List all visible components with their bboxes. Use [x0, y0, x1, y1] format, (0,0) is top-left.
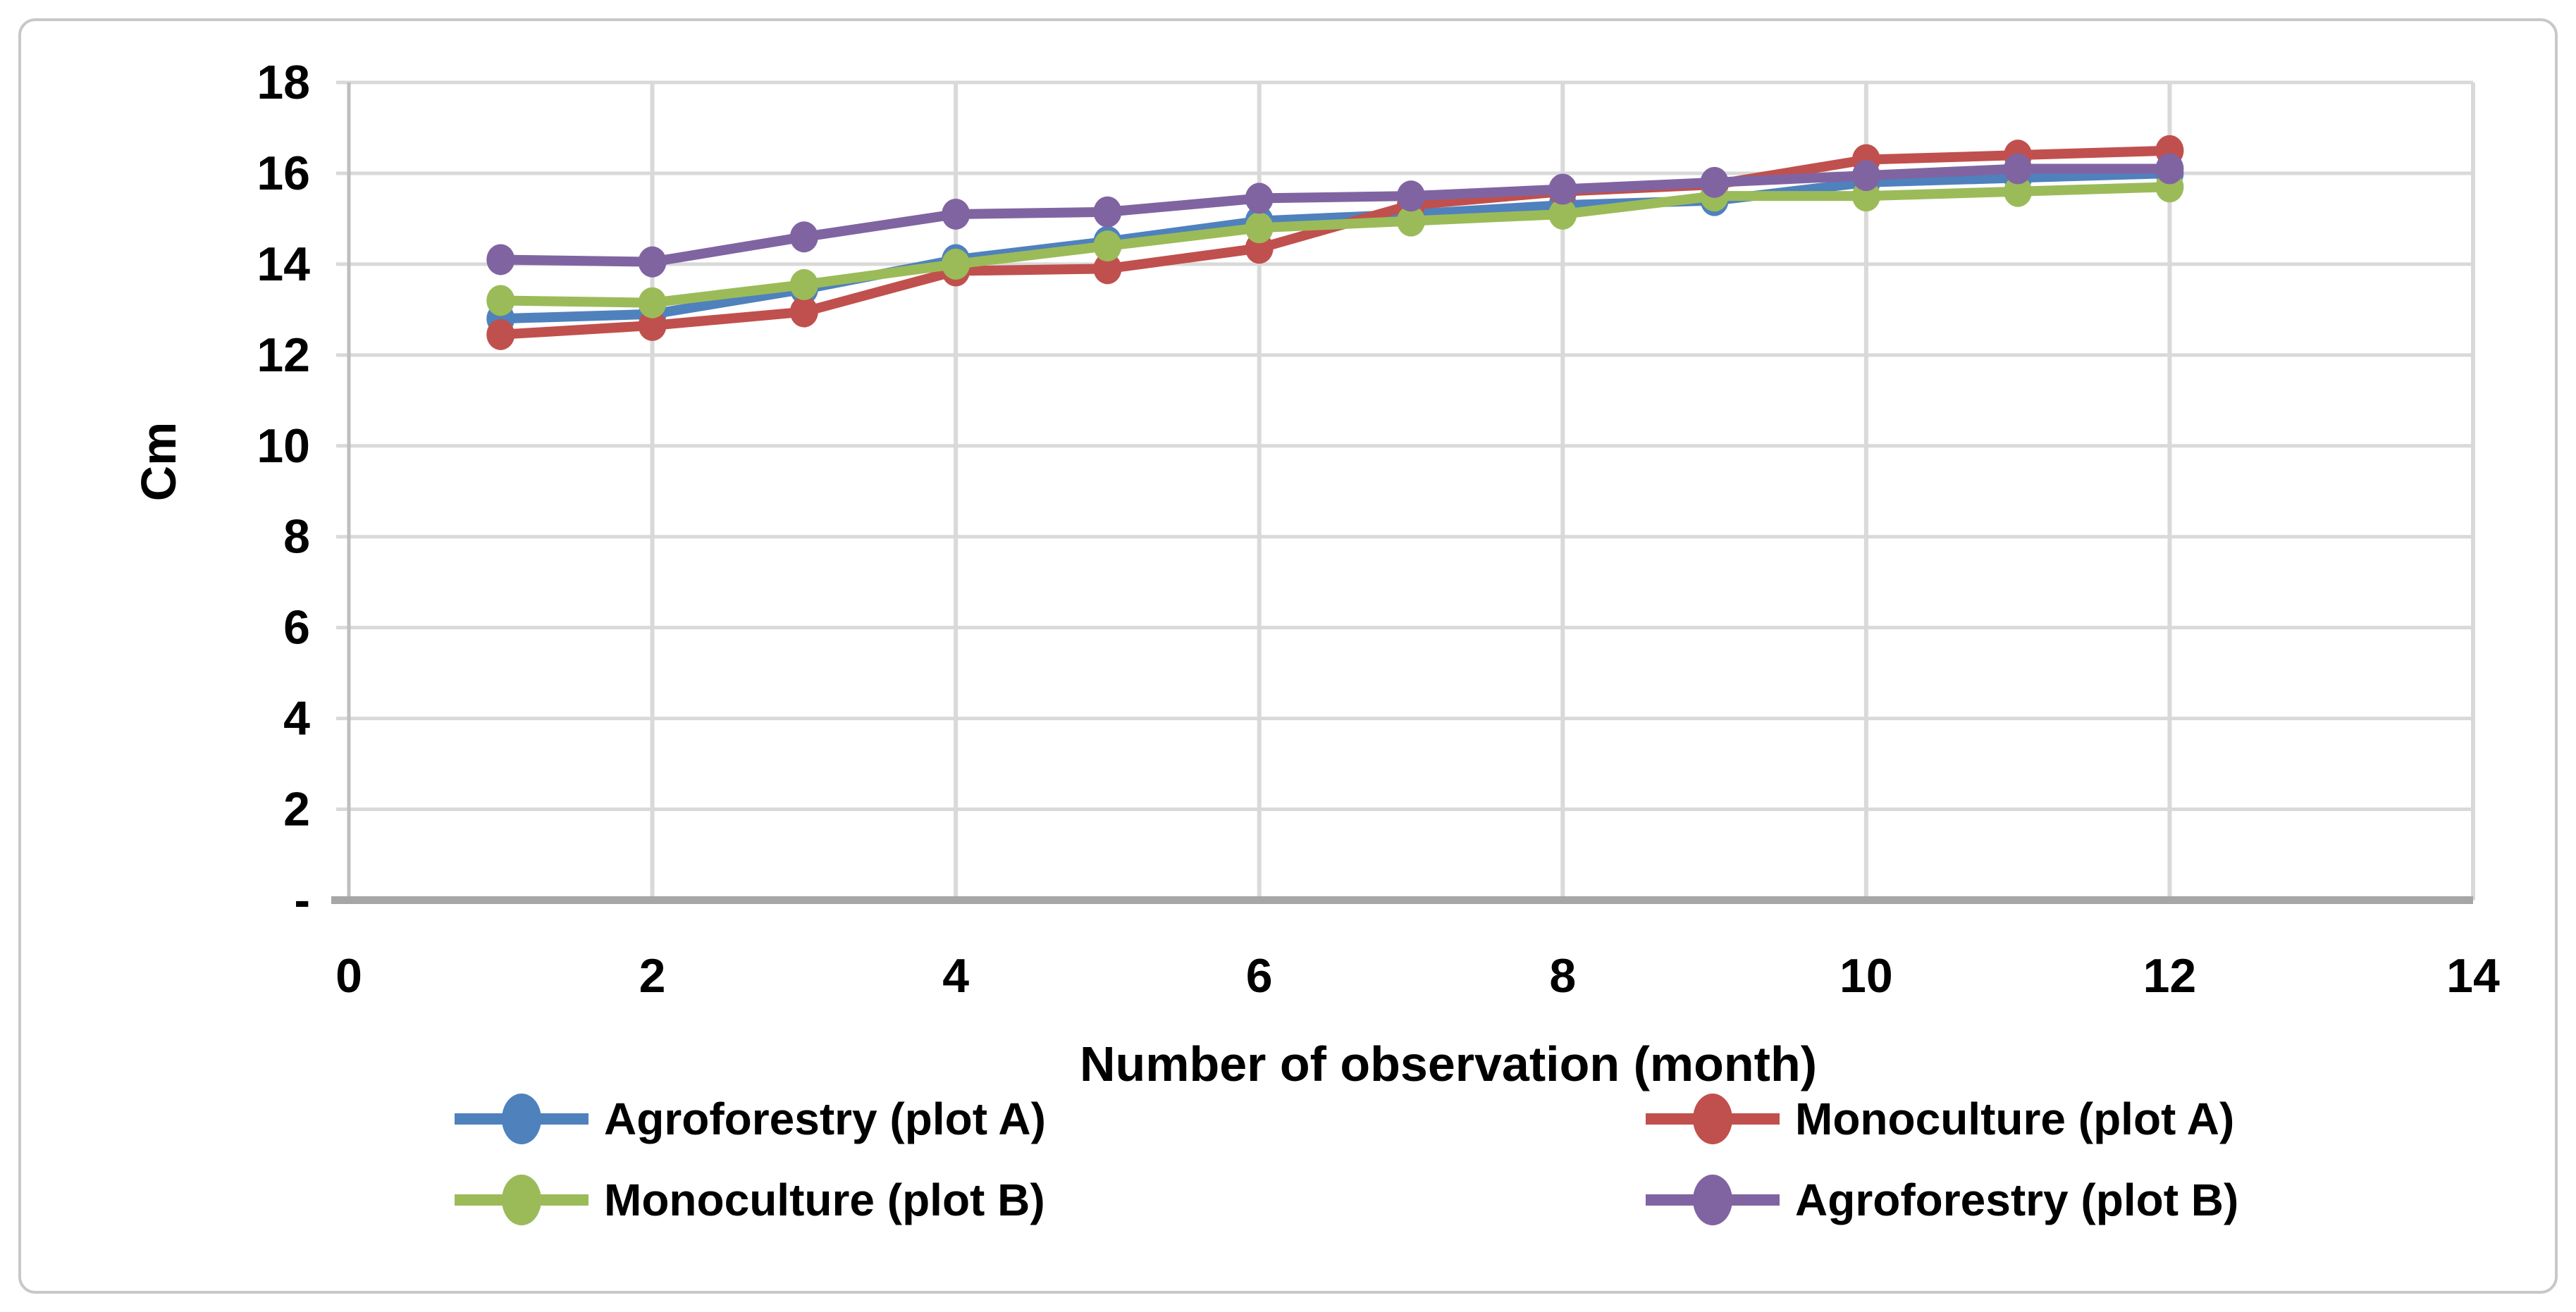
data-point-s3-m5 [1093, 230, 1122, 262]
data-point-s3-m2 [638, 287, 667, 318]
data-point-s4-m5 [1093, 196, 1122, 228]
data-point-s4-m10 [1851, 160, 1880, 192]
legend-label-3: Monoculture (plot B) [604, 1175, 1045, 1225]
x-tick-label-8: 8 [1549, 949, 1576, 1003]
data-point-s2-m1 [486, 318, 515, 350]
y-tick-label--: - [294, 874, 310, 927]
y-axis-title: Cm [131, 422, 186, 502]
series-line-3 [495, 182, 2175, 308]
data-point-s4-m8 [1548, 173, 1577, 205]
x-tick-label-0: 0 [335, 949, 362, 1003]
legend-label-4: Agroforestry (plot B) [1795, 1175, 2238, 1225]
y-tick-label-16: 16 [257, 147, 310, 200]
data-point-s4-m1 [486, 244, 515, 276]
legend-swatch-marker [502, 1175, 541, 1225]
data-point-s2-m2 [638, 309, 667, 341]
data-point-s3-m8 [1548, 198, 1577, 230]
x-tick-label-6: 6 [1246, 949, 1273, 1003]
data-point-s4-m6 [1245, 182, 1274, 214]
x-tick-label-4: 4 [942, 949, 969, 1003]
data-point-s3-m3 [789, 268, 818, 300]
legend-swatch-marker [1693, 1094, 1732, 1144]
legend-swatch-marker [1693, 1175, 1732, 1225]
series-line-4 [495, 163, 2175, 267]
x-tick-label-2: 2 [639, 949, 666, 1003]
y-tick-label-8: 8 [283, 510, 310, 564]
data-point-s4-m3 [789, 221, 818, 253]
legend-label-1: Agroforestry (plot A) [604, 1094, 1046, 1144]
data-point-s4-m11 [2004, 153, 2033, 185]
x-tick-label-10: 10 [1839, 949, 1893, 1003]
data-point-s2-m3 [789, 296, 818, 328]
x-axis-title: Number of observation (month) [1080, 1036, 1817, 1091]
series-line-1 [495, 168, 2175, 324]
data-point-s3-m4 [942, 248, 970, 280]
y-tick-label-18: 18 [257, 56, 310, 109]
data-point-s4-m12 [2155, 153, 2184, 185]
data-point-s3-m11 [2004, 175, 2033, 207]
y-tick-label-2: 2 [283, 783, 310, 836]
data-point-s4-m4 [942, 198, 970, 230]
y-tick-label-10: 10 [257, 419, 310, 473]
y-tick-label-14: 14 [257, 237, 310, 291]
y-tick-label-12: 12 [257, 328, 310, 382]
data-point-s4-m9 [1700, 166, 1729, 198]
data-point-s4-m2 [638, 246, 667, 278]
data-point-s3-m1 [486, 285, 515, 316]
data-point-s4-m7 [1397, 180, 1425, 212]
legend-label-2: Monoculture (plot A) [1795, 1094, 2234, 1144]
y-tick-label-6: 6 [283, 601, 310, 655]
y-tick-label-4: 4 [283, 692, 310, 745]
legend-swatch-marker [502, 1094, 541, 1144]
x-tick-label-14: 14 [2446, 949, 2500, 1003]
x-tick-label-12: 12 [2143, 949, 2197, 1003]
data-point-s2-m5 [1093, 253, 1122, 285]
data-point-s3-m6 [1245, 212, 1274, 244]
data-point-s3-m7 [1397, 205, 1425, 237]
